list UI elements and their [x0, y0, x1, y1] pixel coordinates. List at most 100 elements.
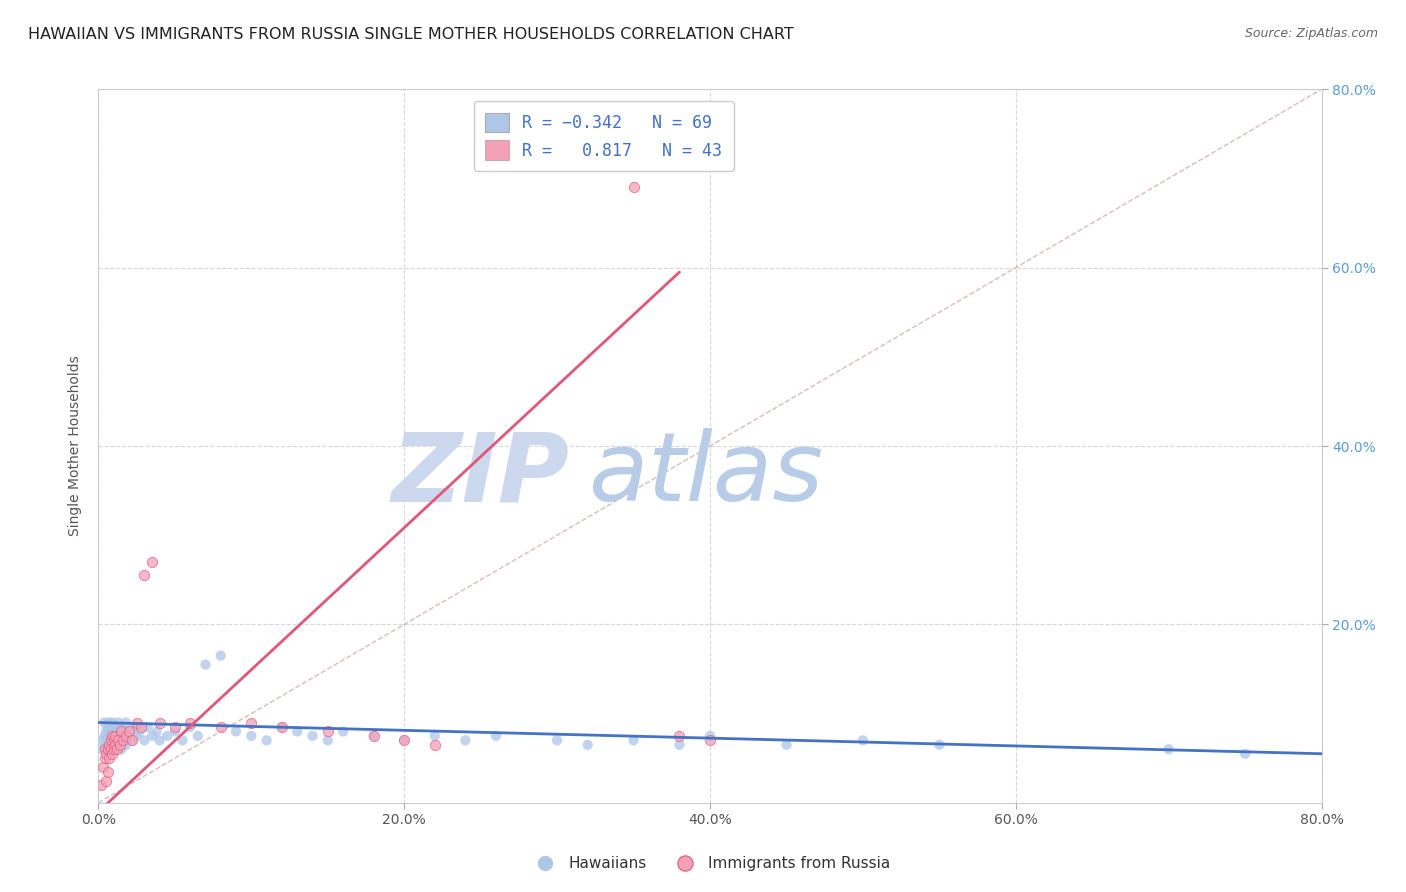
Point	[134, 733, 156, 747]
Text: atlas: atlas	[588, 428, 823, 521]
Point	[546, 733, 568, 747]
Point	[149, 715, 172, 730]
Point	[103, 720, 125, 734]
Point	[115, 738, 138, 752]
Point	[332, 724, 354, 739]
Point	[104, 742, 127, 756]
Point	[111, 733, 134, 747]
Point	[93, 729, 115, 743]
Point	[209, 720, 232, 734]
Point	[94, 724, 117, 739]
Point	[101, 733, 124, 747]
Point	[90, 742, 112, 756]
Point	[363, 729, 385, 743]
Legend: Hawaiians, Immigrants from Russia: Hawaiians, Immigrants from Russia	[524, 850, 896, 877]
Point	[108, 729, 131, 743]
Point	[97, 720, 120, 734]
Point	[100, 742, 122, 756]
Point	[93, 751, 115, 765]
Point	[1157, 742, 1180, 756]
Point	[98, 738, 121, 752]
Point	[316, 733, 339, 747]
Point	[105, 733, 128, 747]
Point	[97, 733, 120, 747]
Point	[103, 742, 125, 756]
Point	[699, 729, 721, 743]
Point	[94, 747, 117, 761]
Point	[121, 733, 143, 747]
Point	[134, 568, 156, 582]
Point	[156, 729, 179, 743]
Point	[100, 733, 122, 747]
Point	[104, 738, 127, 752]
Point	[104, 724, 127, 739]
Point	[668, 729, 690, 743]
Point	[98, 715, 121, 730]
Point	[103, 729, 125, 743]
Point	[124, 720, 146, 734]
Point	[110, 742, 132, 756]
Point	[194, 657, 217, 672]
Point	[775, 738, 797, 752]
Point	[100, 724, 122, 739]
Point	[104, 729, 127, 743]
Point	[301, 729, 323, 743]
Point	[136, 720, 159, 734]
Point	[209, 648, 232, 663]
Point	[149, 733, 172, 747]
Point	[129, 720, 152, 734]
Point	[91, 760, 114, 774]
Point	[623, 733, 645, 747]
Point	[118, 724, 141, 739]
Point	[623, 180, 645, 194]
Point	[117, 729, 139, 743]
Point	[110, 724, 132, 739]
Point	[240, 715, 263, 730]
Point	[115, 715, 138, 730]
Point	[125, 715, 148, 730]
Point	[107, 738, 129, 752]
Point	[115, 729, 138, 743]
Text: HAWAIIAN VS IMMIGRANTS FROM RUSSIA SINGLE MOTHER HOUSEHOLDS CORRELATION CHART: HAWAIIAN VS IMMIGRANTS FROM RUSSIA SINGL…	[28, 27, 794, 42]
Point	[270, 720, 292, 734]
Point	[105, 720, 128, 734]
Point	[107, 715, 129, 730]
Point	[179, 720, 201, 734]
Point	[101, 715, 124, 730]
Point	[225, 724, 247, 739]
Point	[101, 747, 124, 761]
Point	[97, 742, 120, 756]
Point	[93, 742, 115, 756]
Point	[240, 729, 263, 743]
Point	[94, 773, 117, 788]
Point	[256, 733, 278, 747]
Point	[668, 738, 690, 752]
Point	[187, 729, 209, 743]
Point	[121, 733, 143, 747]
Point	[90, 778, 112, 792]
Point	[93, 715, 115, 730]
Point	[363, 729, 385, 743]
Point	[423, 729, 446, 743]
Point	[108, 738, 131, 752]
Point	[179, 715, 201, 730]
Point	[270, 720, 292, 734]
Y-axis label: Single Mother Households: Single Mother Households	[69, 356, 83, 536]
Point	[285, 724, 308, 739]
Point	[145, 724, 167, 739]
Point	[172, 733, 194, 747]
Point	[163, 720, 186, 734]
Point	[105, 742, 128, 756]
Point	[97, 764, 120, 779]
Point	[141, 729, 163, 743]
Point	[454, 733, 477, 747]
Point	[128, 724, 150, 739]
Point	[118, 724, 141, 739]
Point	[852, 733, 875, 747]
Point	[576, 738, 599, 752]
Point	[1234, 747, 1257, 761]
Point	[98, 729, 121, 743]
Point	[101, 729, 124, 743]
Point	[98, 751, 121, 765]
Point	[111, 733, 134, 747]
